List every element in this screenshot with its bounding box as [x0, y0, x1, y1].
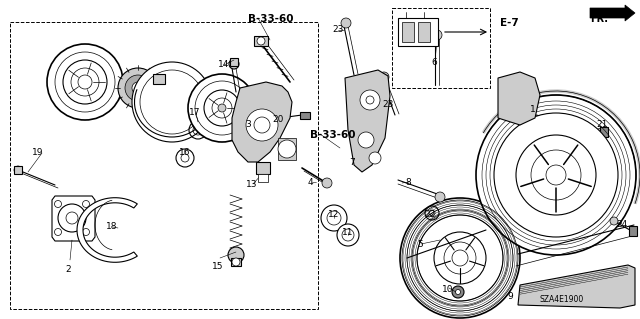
- Circle shape: [218, 104, 226, 112]
- Circle shape: [400, 198, 520, 318]
- Circle shape: [55, 52, 115, 112]
- Text: 17: 17: [189, 108, 201, 117]
- Polygon shape: [590, 5, 635, 21]
- Circle shape: [125, 75, 151, 101]
- Bar: [231, 258, 241, 266]
- Circle shape: [71, 68, 99, 96]
- Circle shape: [278, 140, 296, 158]
- Text: 19: 19: [32, 148, 44, 157]
- Text: 11: 11: [342, 228, 354, 237]
- Bar: [418, 22, 430, 42]
- Circle shape: [434, 232, 486, 284]
- Bar: [230, 58, 238, 66]
- Circle shape: [432, 30, 442, 40]
- Bar: [392, 8, 490, 88]
- Circle shape: [494, 113, 618, 237]
- Circle shape: [257, 37, 265, 45]
- Circle shape: [369, 152, 381, 164]
- Circle shape: [246, 109, 278, 141]
- Text: 4: 4: [307, 178, 313, 187]
- Circle shape: [337, 224, 359, 246]
- Circle shape: [358, 132, 374, 148]
- Circle shape: [47, 44, 123, 120]
- Bar: [600, 127, 608, 137]
- Circle shape: [516, 135, 596, 215]
- Text: 20: 20: [272, 115, 284, 124]
- Text: 13: 13: [246, 180, 258, 189]
- Bar: [14, 166, 22, 174]
- Polygon shape: [498, 72, 540, 125]
- Circle shape: [321, 205, 347, 231]
- Bar: [278, 138, 296, 160]
- Circle shape: [610, 217, 618, 225]
- Circle shape: [229, 59, 239, 69]
- Text: E-7: E-7: [500, 18, 519, 28]
- Bar: [258, 174, 268, 182]
- Circle shape: [14, 166, 22, 174]
- Polygon shape: [518, 265, 635, 308]
- Text: 21: 21: [596, 120, 608, 129]
- Circle shape: [452, 250, 468, 266]
- Text: B-33-60: B-33-60: [310, 130, 355, 140]
- Circle shape: [452, 286, 464, 298]
- Bar: [153, 74, 165, 84]
- Circle shape: [546, 165, 566, 185]
- Text: 8: 8: [405, 178, 411, 187]
- Circle shape: [78, 75, 92, 89]
- Circle shape: [360, 90, 380, 110]
- Text: 7: 7: [349, 158, 355, 167]
- Circle shape: [228, 247, 244, 263]
- Text: 16: 16: [179, 148, 191, 157]
- Circle shape: [341, 18, 351, 28]
- Text: FR.: FR.: [590, 14, 608, 24]
- Circle shape: [132, 82, 144, 94]
- Text: 3: 3: [245, 120, 251, 129]
- Text: 14: 14: [218, 60, 230, 69]
- Text: 22: 22: [424, 210, 436, 219]
- Text: SZA4E1900: SZA4E1900: [540, 295, 584, 304]
- Polygon shape: [77, 198, 138, 262]
- Circle shape: [140, 70, 204, 134]
- Circle shape: [597, 128, 605, 136]
- Circle shape: [66, 212, 78, 224]
- Circle shape: [379, 72, 389, 82]
- Text: 24: 24: [616, 220, 628, 229]
- Bar: [256, 162, 270, 174]
- Bar: [402, 22, 414, 42]
- Bar: [300, 112, 310, 119]
- Text: 2: 2: [65, 265, 71, 274]
- Text: 1: 1: [530, 105, 536, 114]
- Circle shape: [476, 95, 636, 255]
- Circle shape: [63, 60, 107, 104]
- Text: 23: 23: [382, 100, 394, 109]
- Circle shape: [322, 178, 332, 188]
- Text: 6: 6: [431, 58, 437, 67]
- Text: 9: 9: [507, 292, 513, 301]
- Bar: [10, 22, 318, 309]
- Text: 12: 12: [328, 210, 340, 219]
- Circle shape: [118, 68, 158, 108]
- Circle shape: [456, 290, 461, 294]
- Text: 15: 15: [212, 262, 224, 271]
- Text: 18: 18: [106, 222, 118, 231]
- Polygon shape: [345, 70, 390, 172]
- Circle shape: [232, 258, 240, 266]
- Circle shape: [188, 74, 256, 142]
- Polygon shape: [232, 82, 292, 162]
- Bar: [629, 226, 637, 236]
- Polygon shape: [52, 196, 95, 241]
- Circle shape: [132, 62, 212, 142]
- Text: 10: 10: [442, 285, 454, 294]
- Circle shape: [417, 215, 503, 301]
- Circle shape: [58, 204, 86, 232]
- Bar: [254, 36, 268, 46]
- Circle shape: [435, 192, 445, 202]
- Text: 23: 23: [332, 25, 344, 34]
- Text: B-33-60: B-33-60: [248, 14, 294, 24]
- Bar: [398, 18, 438, 46]
- Text: 5: 5: [417, 240, 423, 249]
